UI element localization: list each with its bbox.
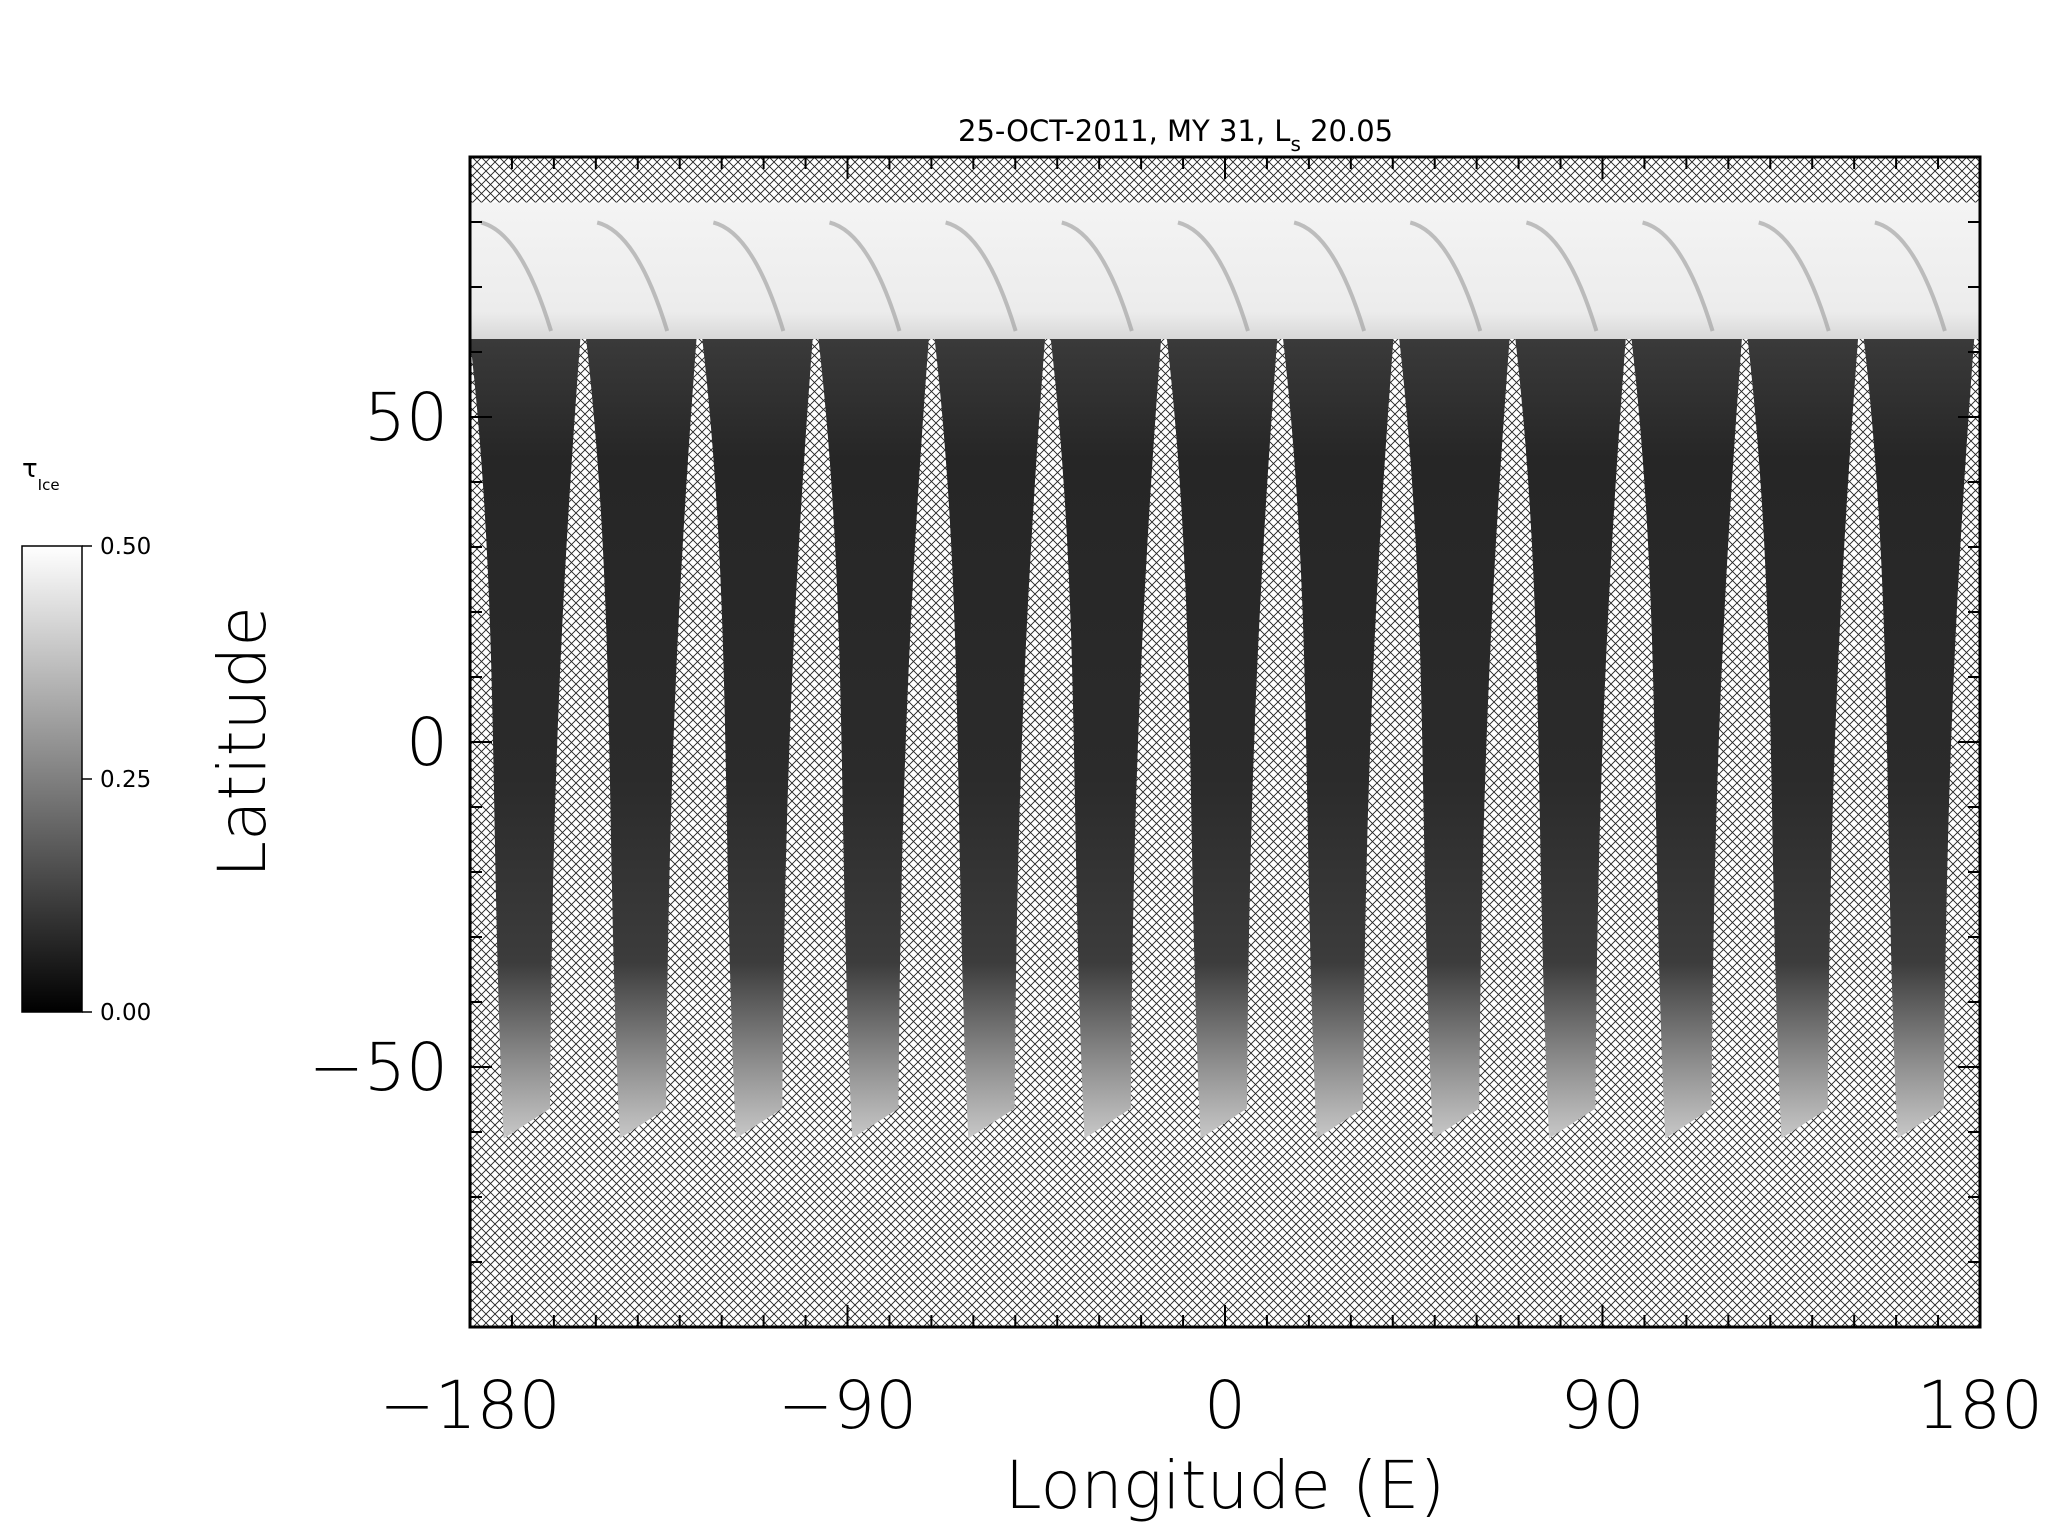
y-tick-label: −50 (309, 1029, 448, 1106)
cap-streak (1061, 220, 1134, 332)
colorbar-tick-label: 0.50 (100, 534, 151, 560)
y-axis-label: Latitude (204, 606, 281, 878)
swath (470, 339, 581, 1139)
swath (1399, 339, 1510, 1139)
x-tick-label: 90 (1561, 1367, 1645, 1444)
cap-streak (712, 220, 786, 332)
swath (1283, 339, 1394, 1139)
cap-streak (1758, 220, 1831, 332)
cap-streak (480, 220, 553, 332)
y-tick-label: 50 (364, 379, 448, 456)
cap-streak (828, 220, 902, 332)
x-tick-label: 0 (1204, 1367, 1246, 1444)
y-tick-label: 0 (406, 704, 448, 781)
x-axis-label: Longitude (E) (1005, 1447, 1445, 1524)
cap-streak (1874, 220, 1947, 332)
colorbar-ticks: 0.00 0.25 0.50 (82, 534, 151, 1026)
cap-streak (1177, 220, 1250, 332)
swath (1515, 339, 1626, 1139)
cap-streak (945, 220, 1018, 332)
swath (702, 339, 813, 1139)
swath (934, 339, 1045, 1139)
tick-layer: −180 −90 0 90 180 −50 0 50 (309, 156, 2043, 1444)
x-tick-label: 180 (1917, 1367, 2043, 1444)
title-subscript: s (1290, 132, 1300, 156)
swath (1631, 339, 1742, 1139)
cap-streak (1409, 220, 1483, 332)
colorbar-title-subscript: Ice (38, 476, 60, 494)
colorbar (21, 545, 83, 1013)
cap-streak (1641, 220, 1715, 332)
swath (1863, 339, 1975, 1139)
x-tick-label: −90 (778, 1367, 917, 1444)
cap-streak (596, 220, 670, 332)
swath (1747, 339, 1859, 1139)
x-tick-label: −180 (379, 1367, 560, 1444)
swath-layer (470, 220, 1975, 1139)
colorbar-tick-label: 0.25 (100, 767, 151, 793)
swath (1050, 339, 1162, 1139)
colorbar-title: τIce (22, 454, 60, 494)
swath (818, 339, 929, 1139)
cap-streak (1525, 220, 1599, 332)
colorbar-tick-label: 0.00 (100, 1000, 151, 1026)
chart-title: 25-OCT-2011, MY 31, Ls 20.05 (958, 114, 1393, 156)
cap-streak (1293, 220, 1367, 332)
swath (586, 339, 697, 1139)
swath (1166, 339, 1278, 1139)
